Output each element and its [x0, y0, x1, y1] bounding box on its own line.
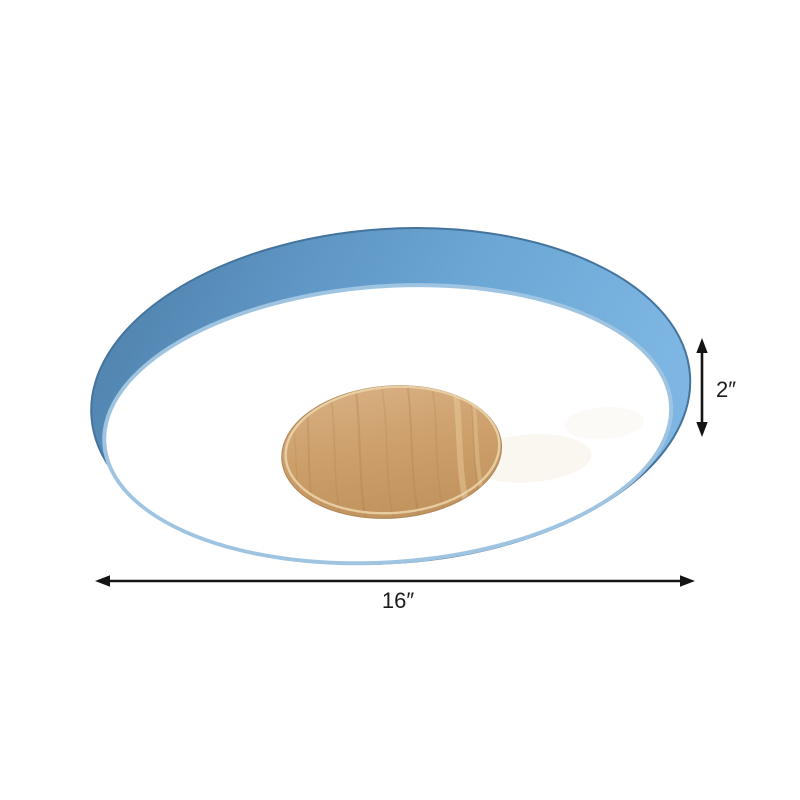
height-dimension-label: 2″	[716, 377, 736, 402]
arrow-up-icon	[696, 338, 708, 353]
diffuser-glow-small	[564, 406, 645, 440]
width-dimension: 16″	[95, 575, 695, 613]
arrow-right-icon	[680, 575, 695, 587]
height-dimension: 2″	[696, 338, 736, 437]
arrow-left-icon	[95, 575, 110, 587]
wood-disc-highlight-ring	[284, 385, 501, 515]
ceiling-lamp	[90, 227, 692, 566]
width-dimension-label: 16″	[382, 588, 414, 613]
arrow-down-icon	[696, 422, 708, 437]
